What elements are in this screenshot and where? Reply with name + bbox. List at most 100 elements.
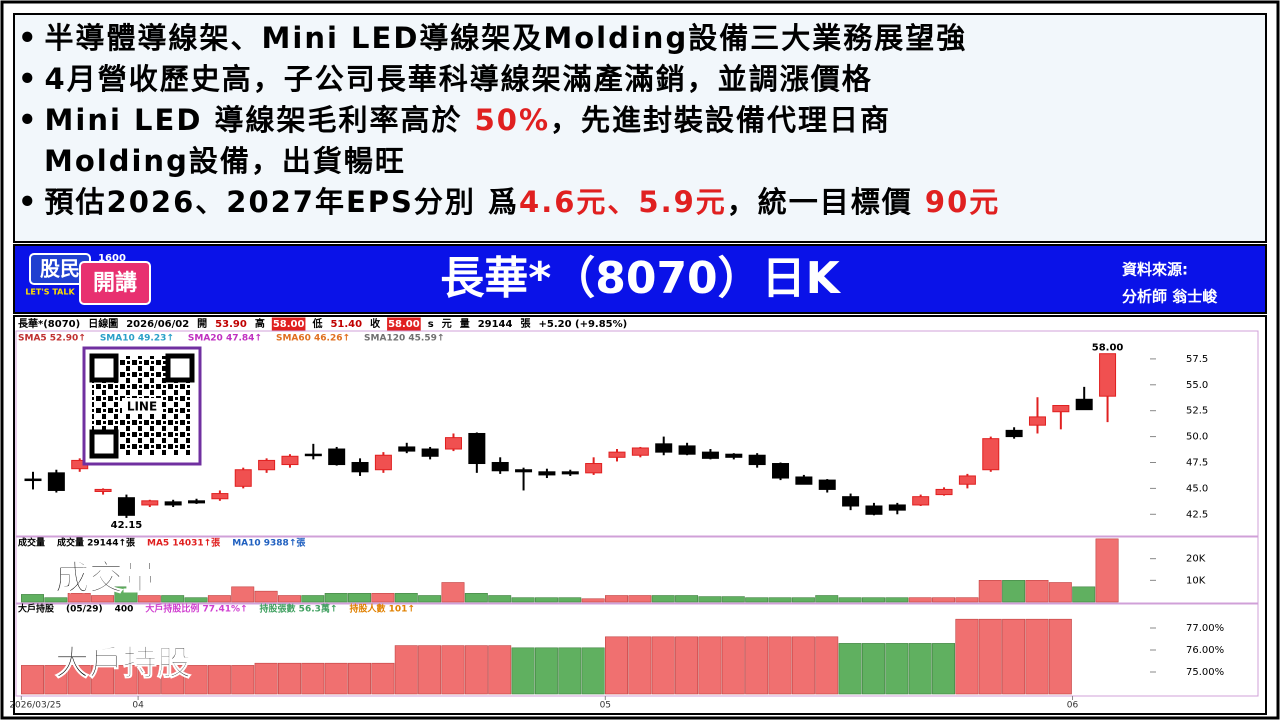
candle-body	[444, 437, 462, 450]
legend-text: 低	[311, 317, 322, 330]
bar	[745, 597, 769, 603]
candle-body	[24, 478, 42, 482]
qr-label: LINE	[127, 400, 157, 414]
bar	[277, 595, 301, 603]
label-bg	[387, 317, 421, 331]
bullet-text: Mini LED 導線架毛利率高於	[44, 103, 475, 137]
bar	[324, 593, 348, 603]
candle-body	[795, 476, 813, 485]
legend-text: 51.40	[330, 319, 362, 330]
y-tick-label: 47.5	[1186, 457, 1208, 468]
candle-body	[631, 447, 649, 456]
bullet-text: 4.6元、5.9元	[519, 185, 727, 219]
bar	[1025, 580, 1049, 603]
bullet-text: ，先進封裝設備代理日商	[550, 103, 892, 137]
candle-body	[888, 504, 906, 511]
bar	[581, 647, 605, 695]
y-tick-label: 50.0	[1186, 432, 1208, 443]
bar	[861, 597, 885, 603]
candle-body	[515, 469, 533, 473]
bar	[838, 597, 862, 603]
legend-text: MA10 9388↑張	[232, 537, 306, 549]
bar	[978, 580, 1002, 603]
volume-frame	[15, 536, 1259, 604]
legend-text: +5.20 (+9.85%)	[538, 319, 627, 330]
candle-body	[935, 488, 953, 496]
bullet-line: 4月營收歷史高，子公司長華科導線架滿產滿銷，並調漲價格	[18, 59, 1258, 100]
bar	[67, 665, 91, 695]
legend-text: 量	[460, 317, 470, 330]
bar	[441, 645, 465, 695]
legend-text: (05/29)	[66, 605, 103, 615]
candle-body	[1005, 429, 1023, 438]
x-tick-label: 2026/03/25	[9, 701, 61, 711]
bar	[348, 662, 372, 695]
y-tick-label: 42.5	[1186, 509, 1208, 520]
bar	[908, 643, 932, 695]
bullet-text: 50%	[474, 103, 551, 137]
candle-body	[678, 445, 696, 455]
bar	[605, 595, 628, 603]
legend-text: 高	[255, 317, 265, 330]
bar	[815, 595, 839, 603]
bar	[44, 665, 68, 695]
source-label: 資料來源:	[1122, 261, 1188, 279]
candle-body	[141, 500, 159, 506]
candle-body	[1075, 398, 1093, 411]
bar	[324, 662, 348, 695]
bar	[207, 595, 231, 603]
bar	[511, 647, 535, 695]
candle-body	[725, 453, 743, 458]
legend-text: 58.00	[273, 319, 305, 330]
bar	[137, 665, 161, 695]
bar	[698, 636, 722, 695]
candle-body	[912, 496, 930, 506]
bar	[137, 595, 161, 603]
bar	[721, 636, 745, 695]
legend-text: 29144	[478, 319, 513, 330]
logo-text: 開講	[93, 270, 137, 296]
legend-text: 元	[442, 318, 452, 330]
bar	[441, 582, 465, 603]
legend-text: 53.90	[215, 319, 247, 330]
bar	[721, 596, 745, 603]
candle-body	[1028, 416, 1046, 426]
bar	[885, 643, 909, 695]
bar	[161, 595, 185, 603]
bar	[955, 597, 979, 603]
bar	[1025, 618, 1049, 695]
candle-body	[608, 451, 626, 458]
bar	[488, 645, 512, 695]
bar	[838, 643, 862, 695]
x-tick-label: 05	[600, 701, 611, 711]
bar	[861, 643, 885, 695]
bullet-text: Molding設備，出貨暢旺	[44, 144, 406, 178]
bar	[348, 593, 372, 603]
legend-text: SMA5 52.90↑	[18, 334, 86, 344]
bar	[1072, 586, 1096, 603]
bar	[1048, 582, 1072, 603]
bullet-text: ，統一目標價	[726, 185, 925, 219]
bar	[371, 593, 395, 603]
candle-body	[258, 459, 276, 471]
candle-body	[468, 432, 486, 465]
bar	[301, 595, 325, 603]
bullet-line: Mini LED 導線架毛利率高於 50%，先進封裝設備代理日商	[18, 100, 1258, 141]
bar	[955, 618, 979, 695]
bar	[184, 597, 208, 603]
y-tick-label: 10K	[1186, 575, 1206, 586]
candle-body	[585, 463, 603, 474]
bar	[628, 595, 652, 603]
bar	[21, 594, 44, 603]
legend-text: 大戶持股	[18, 603, 55, 615]
bar	[791, 636, 815, 695]
bar	[67, 593, 91, 603]
legend-text: 成交量 29144↑張	[57, 537, 136, 549]
bar	[418, 595, 442, 603]
bar	[1002, 618, 1026, 695]
bar	[558, 647, 582, 695]
bar	[277, 662, 301, 695]
candle-body	[982, 438, 1000, 471]
bar	[394, 645, 418, 695]
